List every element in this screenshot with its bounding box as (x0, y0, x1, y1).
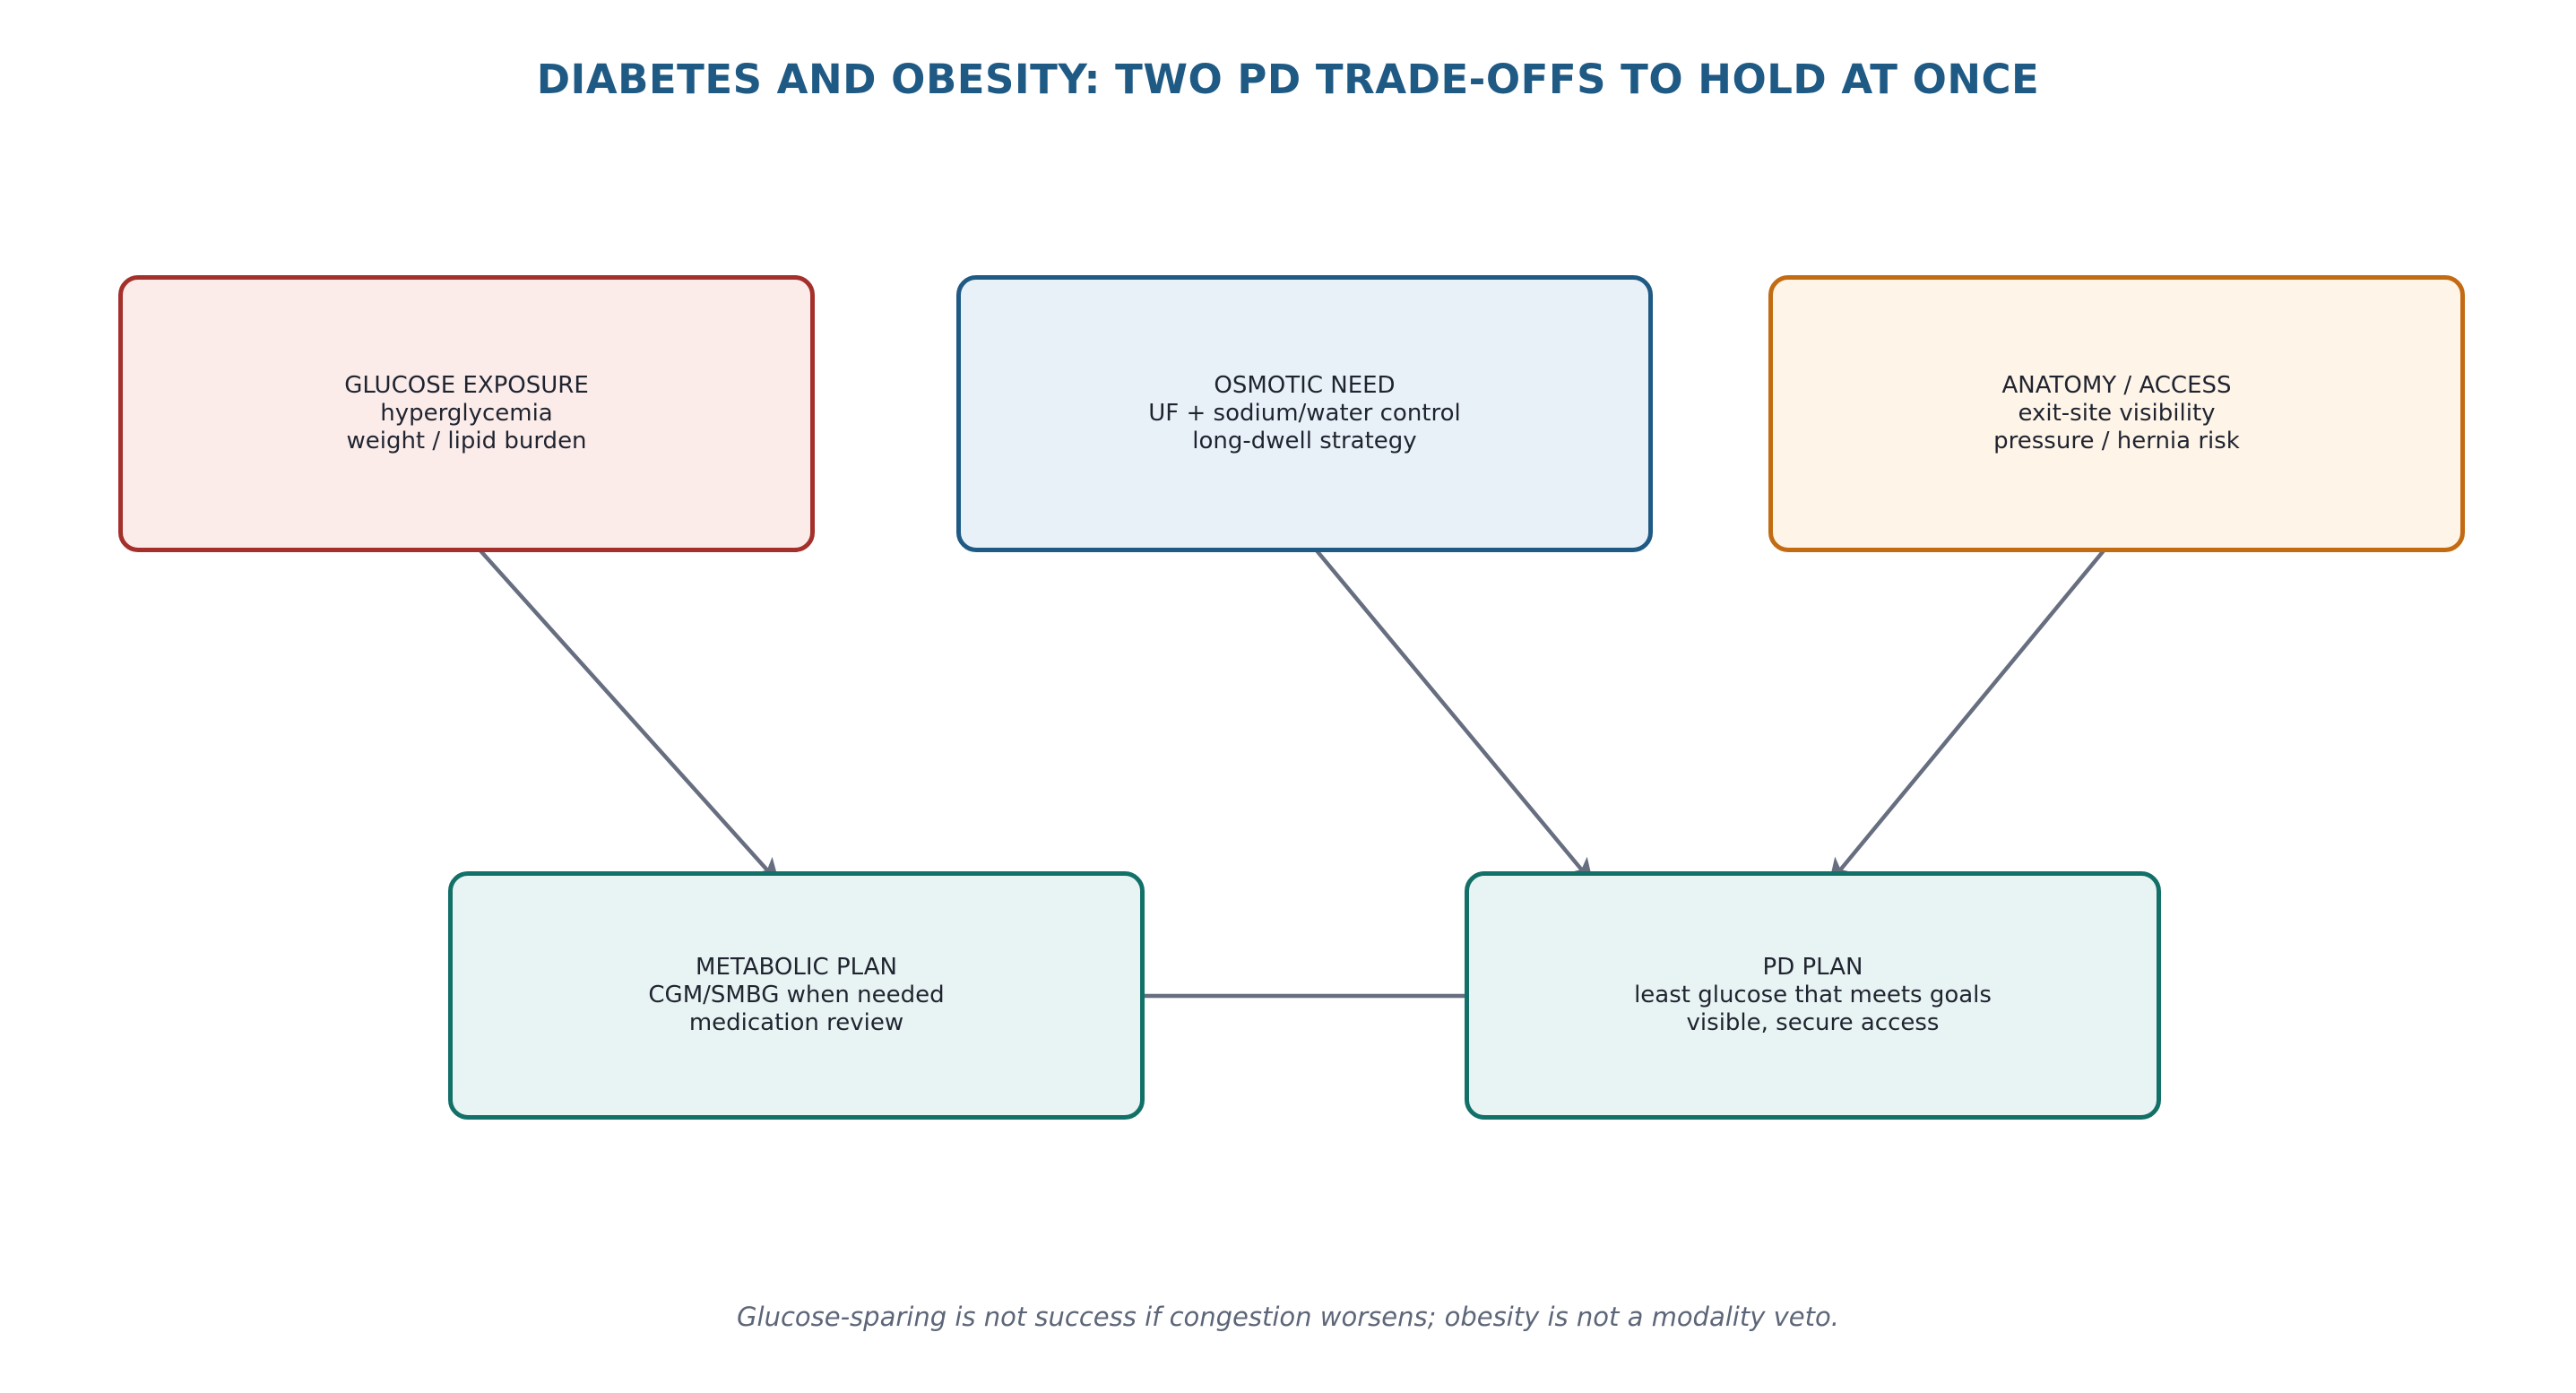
node-osmotic-need-line2: long-dwell strategy (1192, 428, 1417, 454)
node-metabolic-plan-line1: CGM/SMBG when needed (648, 982, 945, 1008)
node-pd-plan: PD PLAN least glucose that meets goals v… (1465, 871, 2161, 1120)
node-anatomy-access-line1: exit-site visibility (2018, 400, 2216, 427)
node-glucose-exposure: GLUCOSE EXPOSURE hyperglycemia weight / … (118, 275, 815, 552)
node-pd-plan-line1: least glucose that meets goals (1634, 982, 1992, 1008)
node-metabolic-plan-line2: medication review (688, 1009, 904, 1036)
node-glucose-exposure-heading: GLUCOSE EXPOSURE (344, 372, 589, 399)
node-pd-plan-line2: visible, secure access (1686, 1009, 1940, 1036)
arrow-glucose-to-metabolic (468, 537, 780, 885)
node-glucose-exposure-line1: hyperglycemia (380, 400, 553, 427)
node-pd-plan-heading: PD PLAN (1762, 954, 1863, 981)
node-metabolic-plan-heading: METABOLIC PLAN (696, 954, 897, 981)
node-anatomy-access: ANATOMY / ACCESS exit-site visibility pr… (1768, 275, 2465, 552)
arrow-anatomy-to-pdplan (1828, 537, 2115, 885)
diagram-title: DIABETES AND OBESITY: TWO PD TRADE-OFFS … (536, 56, 2040, 103)
arrow-osmotic-to-pdplan (1305, 537, 1594, 885)
node-osmotic-need-heading: OSMOTIC NEED (1214, 372, 1396, 399)
node-metabolic-plan: METABOLIC PLAN CGM/SMBG when needed medi… (448, 871, 1145, 1120)
node-anatomy-access-line2: pressure / hernia risk (1993, 428, 2240, 454)
node-anatomy-access-heading: ANATOMY / ACCESS (2001, 372, 2232, 399)
node-osmotic-need: OSMOTIC NEED UF + sodium/water control l… (956, 275, 1653, 552)
footnote: Glucose-sparing is not success if conges… (737, 1302, 1839, 1332)
node-osmotic-need-line1: UF + sodium/water control (1148, 400, 1461, 427)
node-glucose-exposure-line2: weight / lipid burden (346, 428, 587, 454)
